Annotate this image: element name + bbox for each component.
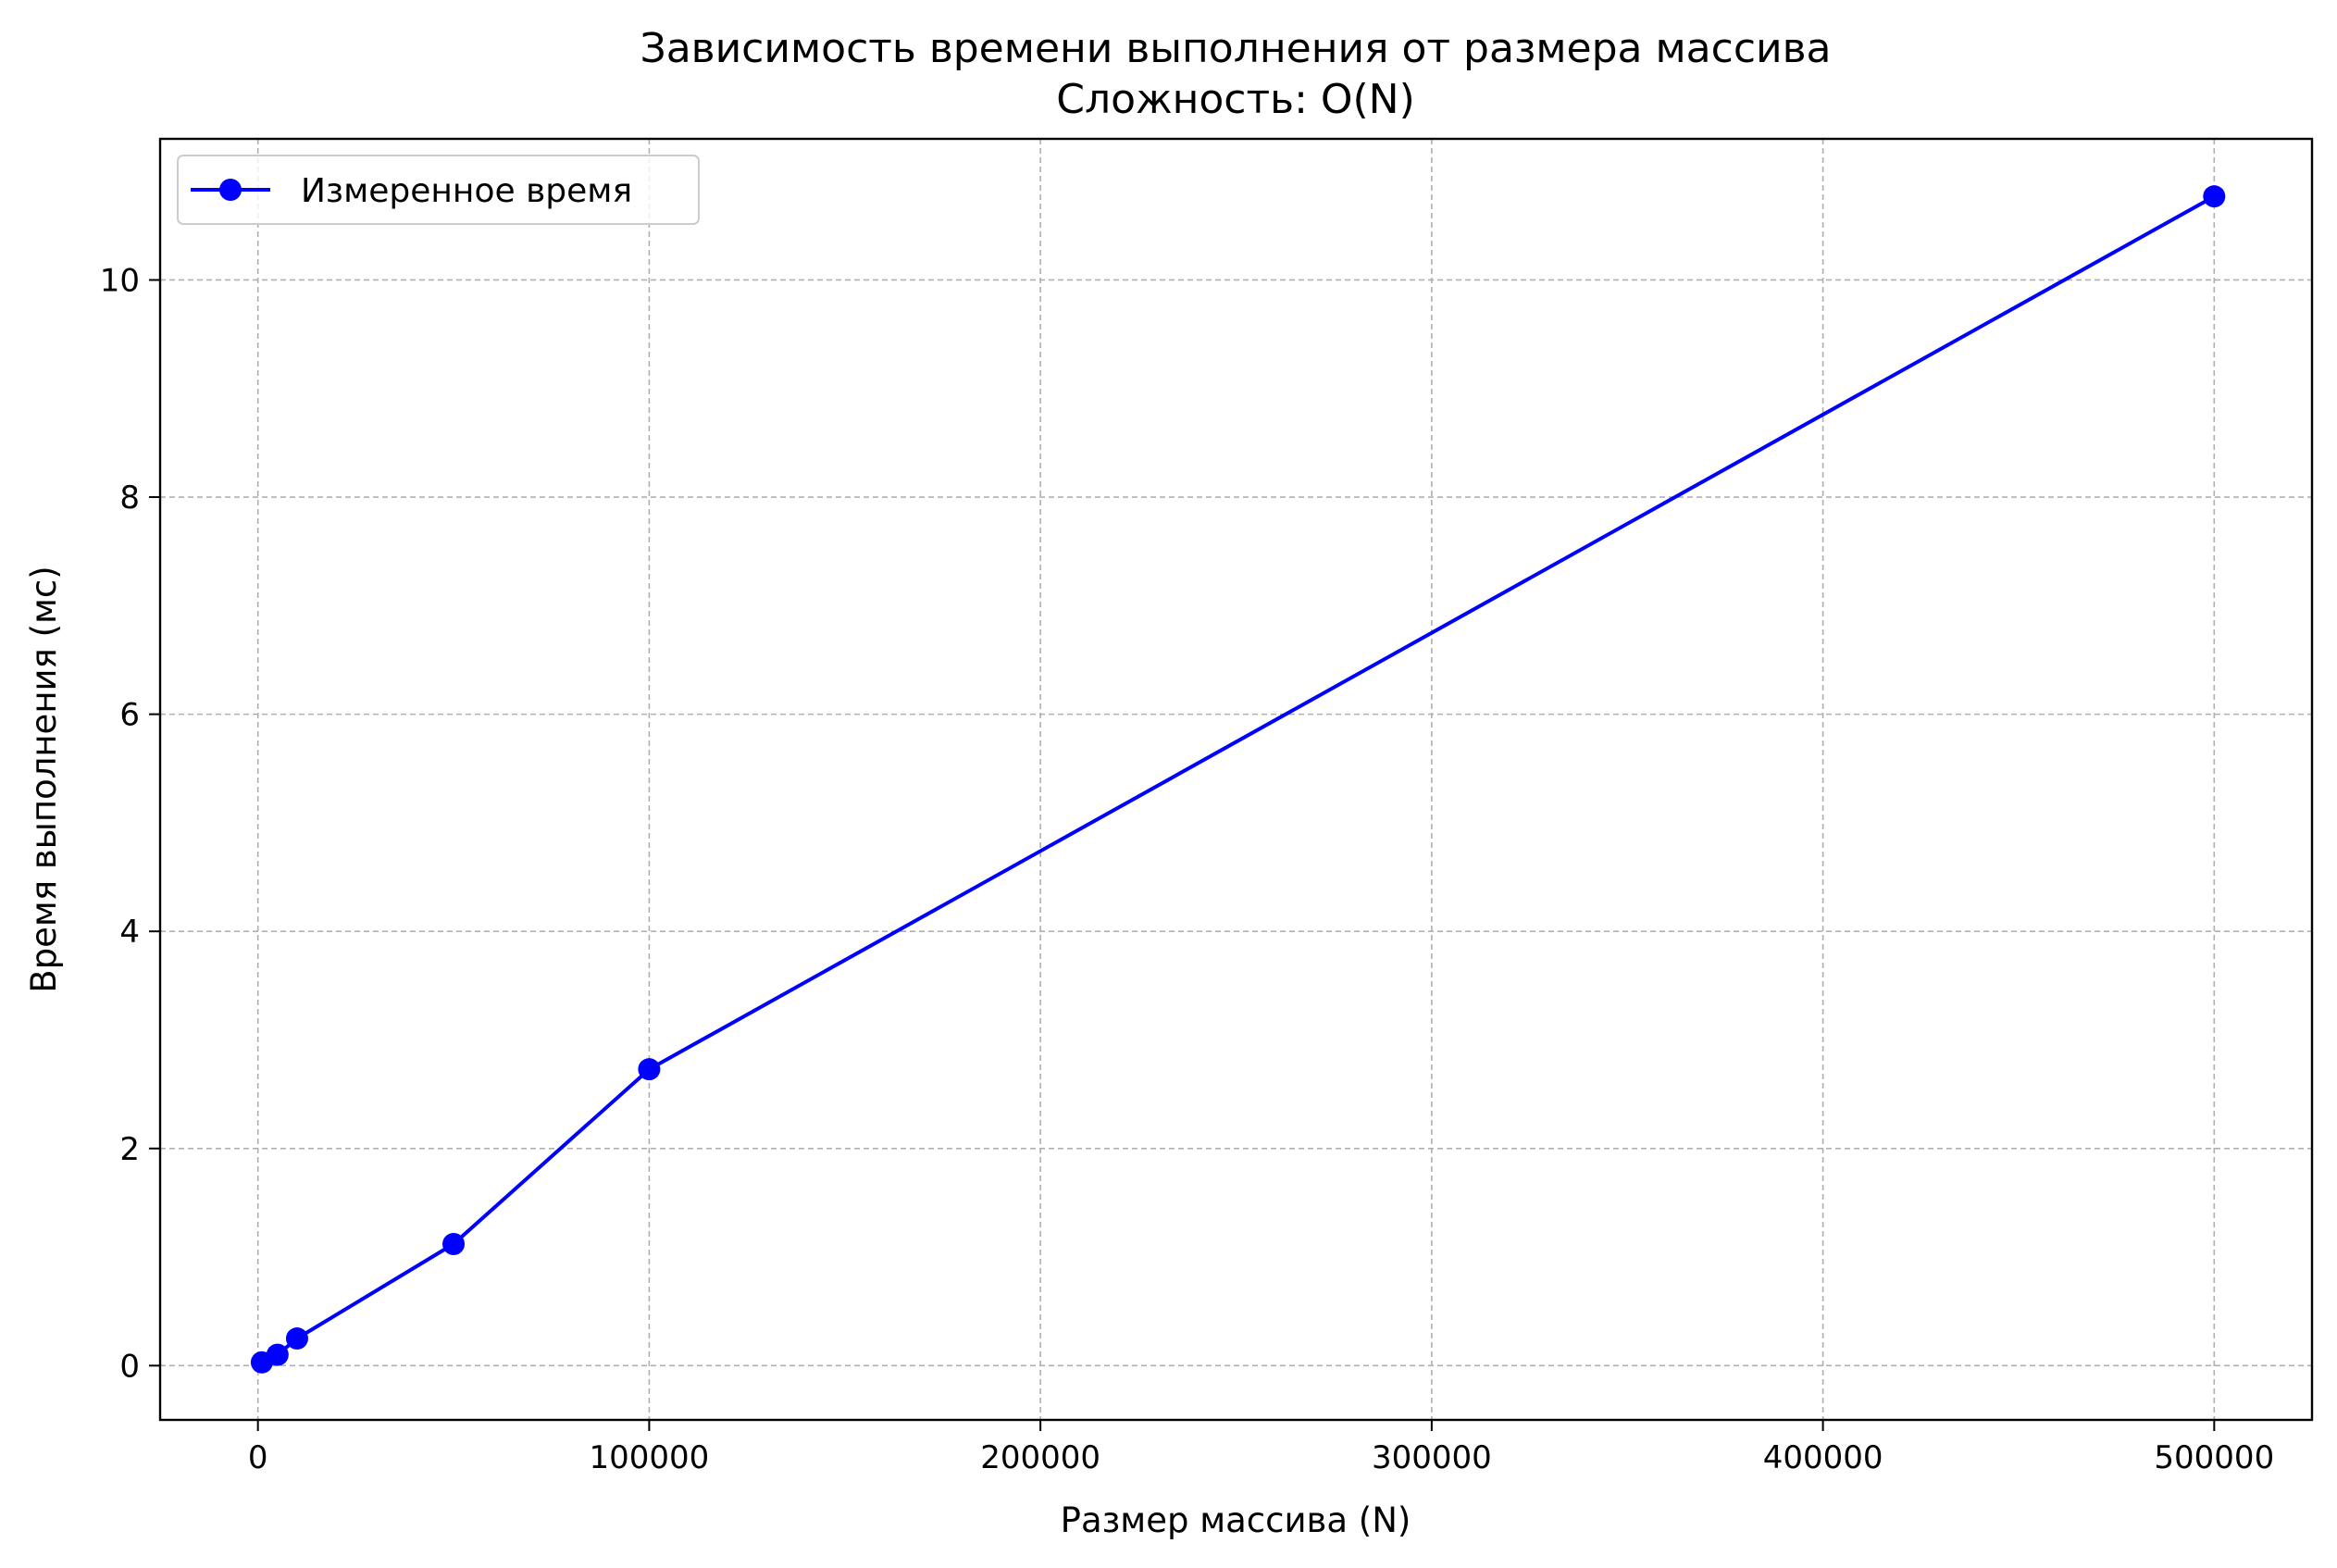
legend-frame [177, 155, 700, 225]
x-tick-label: 200000 [980, 1439, 1100, 1476]
x-tick-label: 300000 [1372, 1439, 1492, 1476]
y-axis-label: Время выполнения (мс) [24, 566, 64, 992]
y-tick-label: 8 [119, 479, 140, 516]
legend-label: Измеренное время [301, 172, 632, 210]
data-point [266, 1343, 289, 1366]
x-axis-label: Размер массива (N) [1061, 1500, 1411, 1540]
ticks: 0 100000 200000 300000 400000 500000 0 2 4 6 8 10 [100, 262, 2274, 1476]
data-point [442, 1232, 466, 1255]
y-tick-label: 4 [119, 914, 140, 951]
y-tick-label: 2 [119, 1131, 140, 1168]
series-layer [250, 185, 2226, 1374]
x-tick-label: 400000 [1763, 1439, 1883, 1476]
legend-marker-swatch [219, 179, 242, 201]
chart-subtitle: Сложность: O(N) [1056, 76, 1415, 123]
y-tick-label: 6 [119, 697, 140, 734]
x-tick-label: 500000 [2154, 1439, 2274, 1476]
y-tick-label: 10 [100, 262, 140, 299]
x-tick-label: 100000 [590, 1439, 710, 1476]
y-tick-label: 0 [119, 1348, 140, 1385]
grid [160, 139, 2312, 1420]
legend: Измеренное время [177, 155, 700, 225]
chart-title: Зависимость времени выполнения от размер… [640, 25, 1831, 72]
data-point [638, 1058, 661, 1081]
data-point [2203, 185, 2226, 208]
plot-frame [158, 137, 2314, 1422]
x-tick-label: 0 [248, 1439, 268, 1476]
data-point [285, 1327, 308, 1350]
